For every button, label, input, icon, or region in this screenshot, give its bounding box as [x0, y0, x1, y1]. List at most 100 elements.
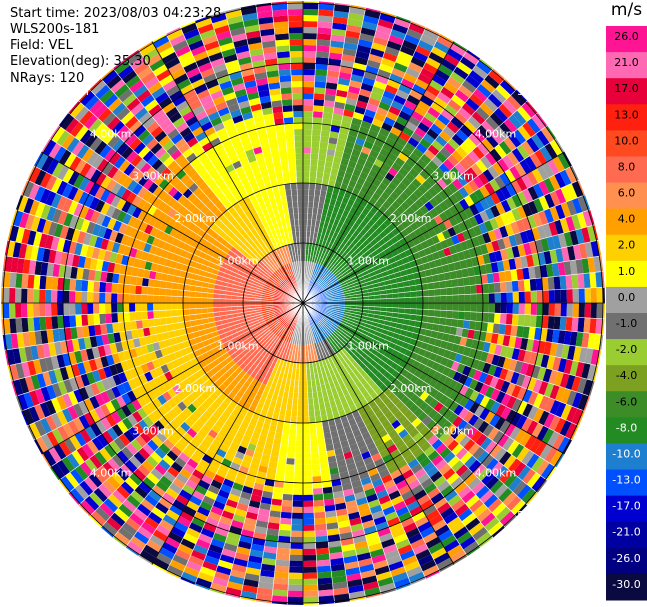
velocity-cell	[228, 169, 238, 179]
velocity-cell	[285, 277, 290, 284]
velocity-cell	[411, 178, 422, 189]
velocity-cell	[345, 30, 361, 39]
velocity-cell	[536, 130, 550, 147]
velocity-cell	[310, 153, 319, 160]
velocity-cell	[142, 178, 154, 191]
ray-gap	[302, 255, 602, 304]
velocity-cell	[442, 229, 451, 240]
velocity-cell	[33, 316, 41, 332]
velocity-cell	[569, 230, 579, 246]
velocity-cell	[90, 80, 107, 96]
velocity-cell	[482, 232, 492, 244]
velocity-cell	[249, 305, 256, 309]
velocity-cell	[146, 361, 155, 372]
velocity-cell	[77, 362, 87, 376]
velocity-cell	[502, 99, 517, 115]
velocity-cell	[288, 434, 297, 441]
velocity-cell	[281, 280, 287, 286]
velocity-cell	[420, 67, 435, 80]
velocity-cell	[325, 292, 332, 296]
velocity-cell	[307, 392, 313, 399]
velocity-cell	[433, 193, 444, 205]
velocity-cell	[110, 195, 122, 208]
ray-gap	[33, 165, 304, 304]
velocity-cell	[147, 294, 154, 303]
velocity-cell	[167, 197, 178, 208]
velocity-cell	[460, 141, 473, 155]
velocity-cell	[246, 237, 254, 245]
velocity-cell	[30, 345, 39, 361]
velocity-cell	[354, 182, 363, 191]
velocity-cell	[303, 530, 316, 537]
velocity-cell	[384, 137, 396, 148]
velocity-cell	[238, 100, 251, 109]
velocity-cell	[86, 371, 96, 385]
velocity-cell	[128, 167, 140, 180]
velocity-cell	[235, 231, 243, 240]
velocity-cell	[311, 290, 317, 295]
velocity-cell	[314, 183, 322, 191]
ray-gap	[302, 15, 397, 304]
velocity-cell	[124, 115, 139, 130]
velocity-cell	[331, 192, 339, 201]
velocity-cell	[371, 250, 379, 258]
velocity-cell	[214, 162, 225, 173]
velocity-cell	[565, 274, 573, 290]
velocity-cell	[226, 286, 233, 292]
velocity-cell	[251, 317, 259, 323]
velocity-cell	[313, 499, 325, 507]
velocity-cell	[558, 233, 568, 249]
velocity-cell	[416, 158, 428, 170]
velocity-cell	[132, 258, 141, 269]
velocity-cell	[222, 246, 231, 254]
velocity-cell	[268, 173, 277, 182]
velocity-cell	[183, 257, 191, 266]
velocity-cell	[303, 27, 318, 34]
velocity-cell	[407, 254, 415, 263]
velocity-cell	[317, 288, 324, 294]
velocity-cell	[448, 216, 458, 227]
velocity-cell	[412, 147, 424, 159]
velocity-cell	[45, 303, 52, 317]
velocity-cell	[197, 324, 205, 331]
velocity-cell	[250, 103, 262, 112]
velocity-cell	[46, 159, 59, 175]
ray-gap	[194, 20, 304, 304]
velocity-cell	[279, 282, 286, 288]
velocity-cell	[356, 273, 364, 279]
velocity-cell	[442, 264, 450, 274]
velocity-cell	[219, 153, 230, 163]
velocity-cell	[210, 90, 224, 101]
velocity-cell	[66, 253, 75, 267]
velocity-cell	[3, 318, 11, 335]
velocity-cell	[542, 290, 549, 303]
velocity-cell	[297, 201, 303, 208]
velocity-cell	[27, 230, 37, 246]
velocity-cell	[67, 420, 80, 435]
velocity-cell	[406, 94, 420, 106]
velocity-cell	[303, 171, 310, 178]
velocity-cell	[331, 267, 337, 274]
velocity-cell	[39, 303, 46, 317]
velocity-cell	[280, 87, 292, 95]
velocity-cell	[395, 115, 408, 127]
velocity-cell	[356, 250, 364, 258]
velocity-cell	[300, 255, 303, 262]
velocity-cell	[333, 280, 340, 285]
velocity-cell	[341, 222, 348, 231]
ray-gap	[11, 224, 304, 304]
velocity-cell	[275, 312, 282, 317]
velocity-cell	[231, 332, 239, 339]
velocity-cell	[34, 185, 46, 202]
velocity-cell	[24, 244, 33, 260]
velocity-cell	[267, 309, 274, 313]
velocity-cell	[106, 272, 114, 283]
velocity-cell	[69, 377, 79, 392]
velocity-cell	[239, 157, 250, 166]
velocity-cell	[24, 214, 35, 230]
velocity-cell	[291, 189, 298, 196]
velocity-cell	[168, 267, 176, 276]
velocity-cell	[336, 264, 344, 271]
velocity-cell	[266, 131, 277, 139]
velocity-cell	[286, 277, 291, 283]
